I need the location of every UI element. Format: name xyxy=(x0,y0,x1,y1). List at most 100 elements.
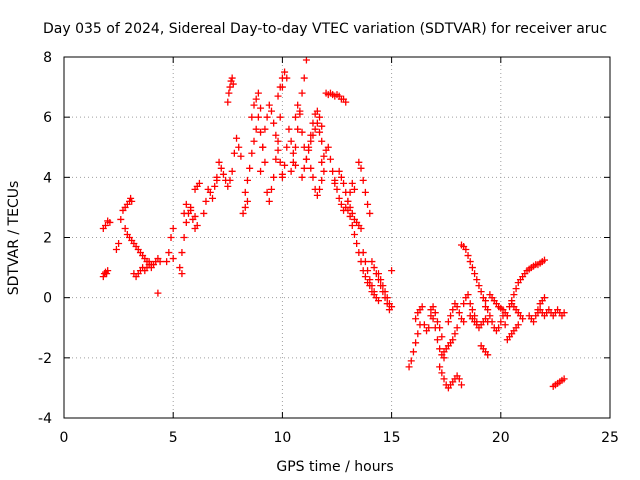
data-point xyxy=(254,89,262,97)
y-tick-label: 8 xyxy=(43,50,52,66)
data-point xyxy=(530,318,538,326)
data-point xyxy=(495,324,503,332)
data-point xyxy=(248,113,256,121)
data-point xyxy=(370,264,378,272)
data-point xyxy=(316,128,324,136)
data-point xyxy=(471,270,479,278)
data-point xyxy=(320,167,328,175)
data-point xyxy=(99,273,107,281)
data-point xyxy=(292,143,300,151)
data-point xyxy=(350,230,358,238)
series-arc-p xyxy=(248,89,271,196)
data-point xyxy=(300,74,308,82)
data-point xyxy=(383,294,391,302)
data-point xyxy=(285,125,293,133)
data-point xyxy=(250,137,258,145)
data-point xyxy=(229,80,237,88)
data-point xyxy=(276,158,284,166)
series-arc-f xyxy=(154,289,162,297)
data-point xyxy=(418,303,426,311)
data-point xyxy=(366,276,374,284)
y-tick-label: -4 xyxy=(38,411,52,427)
data-point xyxy=(388,303,396,311)
data-point xyxy=(298,173,306,181)
data-point xyxy=(340,179,348,187)
series-arc-e xyxy=(130,261,155,281)
data-point xyxy=(103,270,111,278)
data-point xyxy=(259,143,267,151)
data-point xyxy=(300,164,308,172)
data-point xyxy=(274,137,282,145)
series-arc-b xyxy=(99,217,114,232)
data-point xyxy=(425,324,433,332)
data-point xyxy=(298,128,306,136)
data-point xyxy=(433,318,441,326)
data-point xyxy=(228,167,236,175)
data-point xyxy=(318,158,326,166)
data-point xyxy=(329,167,337,175)
chart-title: Day 035 of 2024, Sidereal Day-to-day VTE… xyxy=(43,21,607,37)
data-point xyxy=(486,312,494,320)
data-point xyxy=(202,197,210,205)
data-point xyxy=(364,200,372,208)
data-point xyxy=(276,83,284,91)
series-arc-ad xyxy=(355,158,374,217)
data-point xyxy=(167,234,175,241)
data-point xyxy=(178,270,186,278)
data-point xyxy=(267,185,275,193)
data-point xyxy=(191,212,199,220)
data-point xyxy=(165,249,173,257)
x-tick-label: 20 xyxy=(492,430,510,446)
data-point xyxy=(307,137,315,145)
data-point xyxy=(213,173,221,181)
data-point xyxy=(206,188,214,196)
data-point xyxy=(453,303,461,311)
data-point xyxy=(163,258,171,266)
data-point xyxy=(503,312,511,320)
series-arc-s xyxy=(274,68,291,100)
data-point xyxy=(342,98,350,106)
data-point xyxy=(263,113,271,121)
x-axis-label: GPS time / hours xyxy=(276,459,393,475)
data-point xyxy=(460,318,468,326)
data-point xyxy=(270,119,278,127)
data-point xyxy=(239,209,247,217)
data-point xyxy=(462,246,470,254)
data-point xyxy=(436,345,444,353)
data-point xyxy=(368,258,376,266)
series-arc-k xyxy=(191,179,203,193)
x-tick-label: 0 xyxy=(60,430,69,446)
series-arc-l xyxy=(213,158,236,190)
data-point xyxy=(265,197,273,205)
series-arc-ak xyxy=(412,303,426,323)
data-point xyxy=(235,143,243,151)
data-point xyxy=(121,224,129,232)
data-point xyxy=(466,300,474,308)
data-point xyxy=(388,267,396,275)
series-arc-u xyxy=(287,56,310,175)
series-arc-aj xyxy=(405,321,424,371)
data-point xyxy=(484,351,492,359)
data-point xyxy=(257,128,265,136)
data-point xyxy=(431,324,439,332)
series-arc-ab xyxy=(331,179,358,214)
data-point xyxy=(169,255,177,263)
data-point xyxy=(225,89,233,97)
data-point xyxy=(289,149,297,157)
data-point xyxy=(292,113,300,121)
data-point xyxy=(274,146,282,154)
data-point xyxy=(117,215,125,223)
data-point xyxy=(374,270,382,278)
data-point xyxy=(182,218,190,226)
data-point xyxy=(405,363,413,371)
data-point xyxy=(501,321,509,329)
data-point xyxy=(200,209,208,217)
data-point xyxy=(449,336,457,344)
series-arc-aw xyxy=(501,256,548,329)
data-point xyxy=(313,191,321,199)
series-arc-q xyxy=(257,101,286,178)
data-point xyxy=(451,330,459,338)
data-point xyxy=(477,288,485,296)
data-point xyxy=(274,92,282,100)
axis-ticks xyxy=(63,56,611,419)
